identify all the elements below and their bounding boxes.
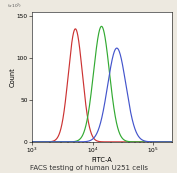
X-axis label: FITC-A: FITC-A [91,157,112,163]
Text: $(x10^2)$: $(x10^2)$ [7,2,22,11]
Y-axis label: Count: Count [9,67,15,87]
Text: FACS testing of human U251 cells: FACS testing of human U251 cells [30,165,147,171]
